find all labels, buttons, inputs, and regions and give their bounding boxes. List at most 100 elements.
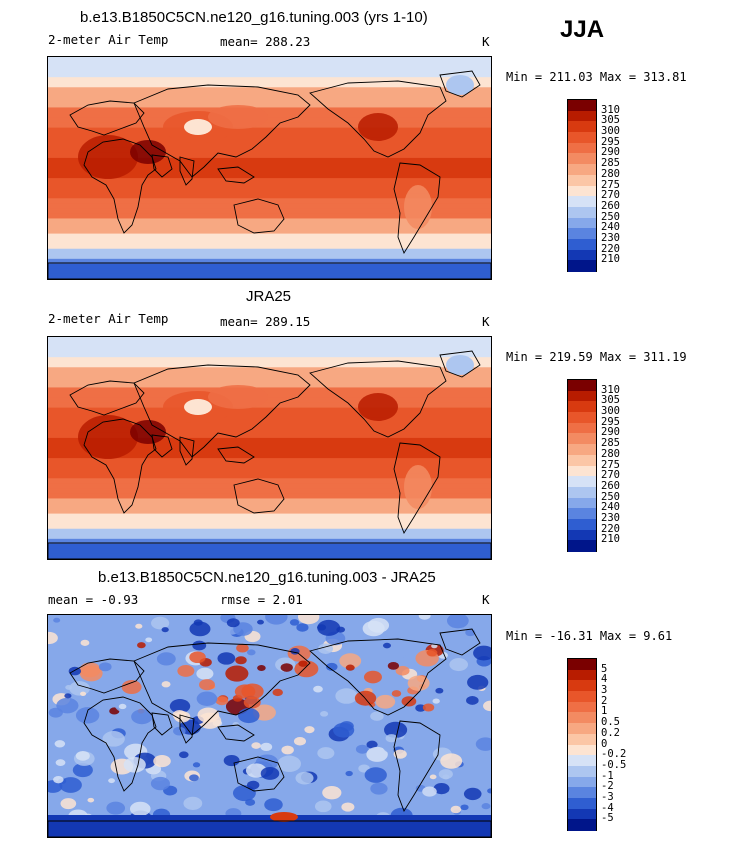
map-patch bbox=[72, 763, 93, 778]
colorbar-obs: 310 305 300 295 290 285 280 275 270 260 250 240 230 2… bbox=[567, 379, 620, 552]
coastline bbox=[179, 714, 195, 744]
map-patch bbox=[131, 709, 153, 725]
map-band bbox=[48, 417, 491, 424]
coastline bbox=[83, 418, 157, 514]
map-patch bbox=[366, 740, 378, 749]
colorbar-cell bbox=[568, 228, 596, 240]
map-patch bbox=[80, 639, 90, 646]
colorbar-tick-label: 220 bbox=[601, 242, 620, 255]
colorbar-tick-label: 240 bbox=[601, 501, 620, 514]
panel-units-obs: K bbox=[482, 314, 490, 329]
colorbar-cell bbox=[568, 164, 596, 176]
map-patch bbox=[48, 767, 56, 779]
map-band bbox=[48, 483, 491, 489]
map-patch bbox=[246, 780, 260, 790]
map-patch bbox=[435, 687, 444, 694]
coastline bbox=[48, 820, 491, 837]
panel-title-model: b.e13.B1850C5CN.ne120_g16.tuning.003 (yr… bbox=[80, 9, 428, 26]
colorbar-cell bbox=[568, 680, 596, 692]
colorbar-tick-label: 3 bbox=[601, 684, 608, 697]
map-patch bbox=[438, 769, 453, 780]
map-patch bbox=[184, 399, 212, 415]
map-patch bbox=[483, 700, 491, 712]
map-patch bbox=[293, 737, 306, 746]
coastline bbox=[439, 628, 481, 656]
colorbar-cell bbox=[568, 797, 596, 810]
map-patch bbox=[313, 685, 323, 693]
map-patch bbox=[64, 693, 72, 699]
colorbar-cell bbox=[568, 153, 596, 165]
map-patch bbox=[450, 805, 462, 814]
map-patch bbox=[422, 786, 437, 797]
map-patch bbox=[226, 618, 240, 628]
map-band bbox=[48, 178, 491, 184]
map-patch bbox=[197, 707, 220, 723]
colorbar-tick-label: 0 bbox=[601, 737, 608, 750]
map-band bbox=[48, 243, 491, 250]
map-patch bbox=[351, 627, 361, 634]
map-patch bbox=[102, 731, 125, 747]
coastline bbox=[439, 70, 481, 98]
map-patch bbox=[243, 696, 261, 709]
coastline bbox=[179, 436, 195, 466]
map-patch bbox=[78, 135, 138, 179]
colorbar-cell bbox=[568, 486, 596, 499]
colorbar-tick-label: 1 bbox=[601, 705, 608, 718]
map-patch bbox=[79, 665, 103, 682]
map-band bbox=[48, 168, 491, 174]
map-patch bbox=[314, 800, 332, 813]
map-patch bbox=[431, 643, 438, 649]
map-patch bbox=[208, 385, 268, 409]
map-patch bbox=[130, 420, 166, 444]
map-band bbox=[48, 137, 491, 144]
colorbar-tick-label: 275 bbox=[601, 178, 620, 191]
map-patch bbox=[399, 713, 410, 721]
colorbar-cell bbox=[568, 238, 596, 251]
panel-center-label-diff: rmse = 2.01 bbox=[220, 592, 303, 607]
map-patch bbox=[345, 664, 355, 671]
map-patch bbox=[393, 749, 407, 759]
map-patch bbox=[106, 801, 126, 815]
panel-left-label-model: 2-meter Air Temp bbox=[48, 32, 169, 47]
coastline bbox=[309, 638, 447, 716]
map-band bbox=[48, 448, 491, 454]
colorbar-cell bbox=[568, 819, 596, 831]
map-band bbox=[48, 468, 491, 474]
map-patch bbox=[56, 697, 79, 714]
colorbar-tick-label: 240 bbox=[601, 221, 620, 234]
colorbar-cell bbox=[568, 412, 596, 424]
map-patch bbox=[404, 185, 432, 229]
colorbar-cell bbox=[568, 260, 596, 272]
map-patch bbox=[370, 782, 388, 795]
map-patch bbox=[418, 615, 431, 620]
coastline bbox=[309, 360, 447, 438]
map-band bbox=[48, 273, 491, 279]
colorbar-tick-label: 2 bbox=[601, 694, 608, 707]
map-patch bbox=[130, 140, 166, 164]
colorbar-tick-label: 290 bbox=[601, 146, 620, 159]
map-band bbox=[48, 528, 491, 535]
coastline bbox=[393, 442, 441, 535]
colorbar-cell bbox=[568, 132, 596, 144]
map-patch bbox=[232, 722, 240, 727]
colorbar-cell bbox=[568, 217, 596, 229]
map-patch bbox=[375, 694, 396, 709]
map-band bbox=[48, 362, 491, 368]
map-patch bbox=[260, 742, 273, 752]
map-patch bbox=[215, 696, 229, 706]
map-patch bbox=[78, 415, 138, 459]
map-band bbox=[48, 122, 491, 129]
map-band bbox=[48, 127, 491, 134]
map-patch bbox=[341, 802, 355, 812]
map-patch bbox=[151, 616, 170, 630]
map-patch bbox=[475, 737, 491, 751]
colorbar-tick-label: -2 bbox=[601, 780, 614, 793]
map-band bbox=[48, 238, 491, 245]
map-patch bbox=[172, 710, 187, 720]
map-patch bbox=[260, 766, 280, 780]
coastline bbox=[393, 720, 441, 813]
colorbar-cell bbox=[568, 659, 596, 671]
colorbar-cell bbox=[568, 390, 596, 402]
coastline bbox=[133, 364, 311, 458]
map-patch bbox=[225, 665, 249, 682]
